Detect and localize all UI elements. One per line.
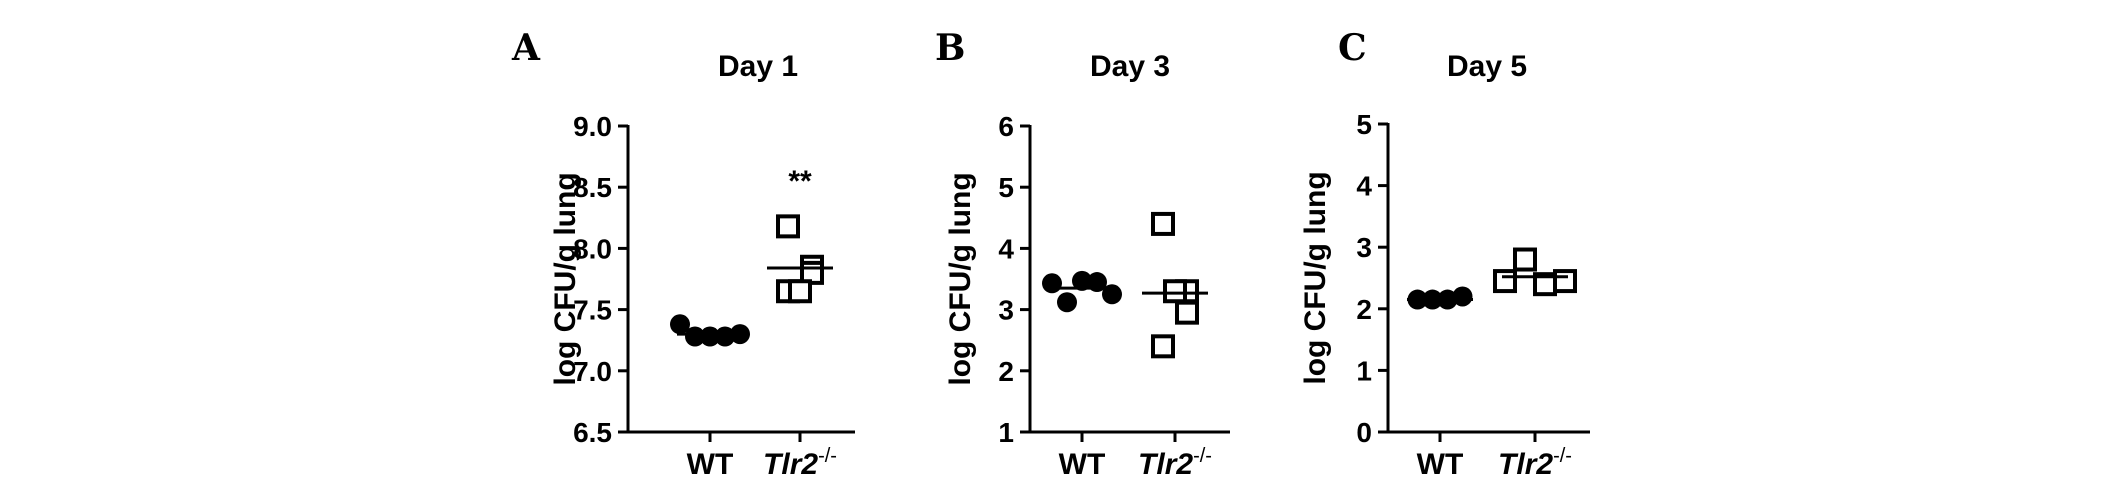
chart-title: Day 3 (1090, 50, 1170, 83)
data-point (1493, 269, 1517, 294)
x-tick-label: Tlr2-/- (1138, 445, 1212, 481)
x-tick-label: Tlr2-/- (763, 445, 837, 481)
panel-letter: A (511, 27, 541, 69)
x-tick-label: WT (687, 448, 734, 481)
data-point (670, 314, 690, 335)
y-tick-label: 5 (1356, 109, 1372, 140)
chart-title: Day 1 (718, 50, 798, 83)
y-tick-label: 7.0 (573, 356, 612, 387)
significance-marker: ** (788, 165, 812, 198)
y-tick-label: 3 (1356, 232, 1372, 263)
data-point (1553, 269, 1577, 294)
data-point (1175, 300, 1199, 325)
data-point (1163, 279, 1187, 304)
y-tick-label: 6 (998, 111, 1014, 142)
data-point (1151, 334, 1175, 359)
y-axis-label: log CFU/g lung (944, 172, 977, 385)
y-tick-label: 2 (1356, 294, 1372, 325)
y-tick-label: 4 (998, 233, 1014, 264)
x-tick-label: WT (1059, 448, 1106, 481)
y-tick-label: 0 (1356, 417, 1372, 448)
panel-c: C Day 5 log CFU/g lung 0 1 2 3 4 5 WT Tlr2-/- (1299, 27, 1590, 481)
y-tick-label: 1 (998, 417, 1014, 448)
y-tick-label: 8.5 (573, 172, 612, 203)
data-point (1057, 292, 1077, 313)
y-tick-label: 3 (998, 295, 1014, 326)
data-point (700, 326, 720, 347)
chart-title: Day 5 (1447, 50, 1527, 83)
data-point (685, 326, 705, 347)
y-tick-label: 2 (998, 356, 1014, 387)
superscript: -/- (818, 445, 837, 467)
panel-letter: C (1338, 27, 1367, 69)
y-tick-label: 7.5 (573, 295, 612, 326)
data-point (715, 326, 735, 347)
y-tick-label: 9.0 (573, 111, 612, 142)
data-point (788, 279, 812, 304)
superscript: -/- (1193, 445, 1212, 467)
superscript: -/- (1553, 445, 1572, 467)
data-point (1072, 270, 1092, 291)
panel-a: A Day 1 log CFU/g lung 6.5 7.0 7.5 8.0 8.5 9.0 WT… (511, 27, 855, 481)
data-point (776, 214, 800, 239)
y-tick-label: 6.5 (573, 417, 612, 448)
data-point (1151, 211, 1175, 236)
y-axis-label: log CFU/g lung (549, 172, 582, 385)
y-tick-label: 4 (1356, 171, 1372, 202)
data-point (1042, 273, 1062, 294)
panel-letter: B (935, 27, 965, 69)
panel-b: B Day 3 log CFU/g lung 1 2 3 4 5 6 WT Tlr2-/- (935, 27, 1230, 481)
y-tick-label: 8.0 (573, 233, 612, 264)
y-tick-label: 5 (998, 172, 1014, 203)
y-axis-label: log CFU/g lung (1299, 171, 1332, 384)
x-tick-label: Tlr2-/- (1498, 445, 1572, 481)
x-tick-label: WT (1417, 448, 1464, 481)
y-tick-label: 1 (1356, 355, 1372, 386)
data-point (1452, 286, 1473, 307)
data-point (1513, 247, 1537, 272)
